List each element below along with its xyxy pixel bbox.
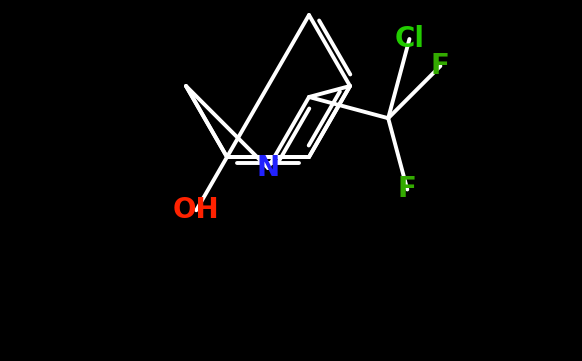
Text: Cl: Cl bbox=[395, 25, 424, 53]
Text: N: N bbox=[257, 154, 279, 182]
Text: OH: OH bbox=[173, 196, 219, 224]
Text: F: F bbox=[398, 175, 417, 204]
Text: F: F bbox=[431, 52, 450, 80]
